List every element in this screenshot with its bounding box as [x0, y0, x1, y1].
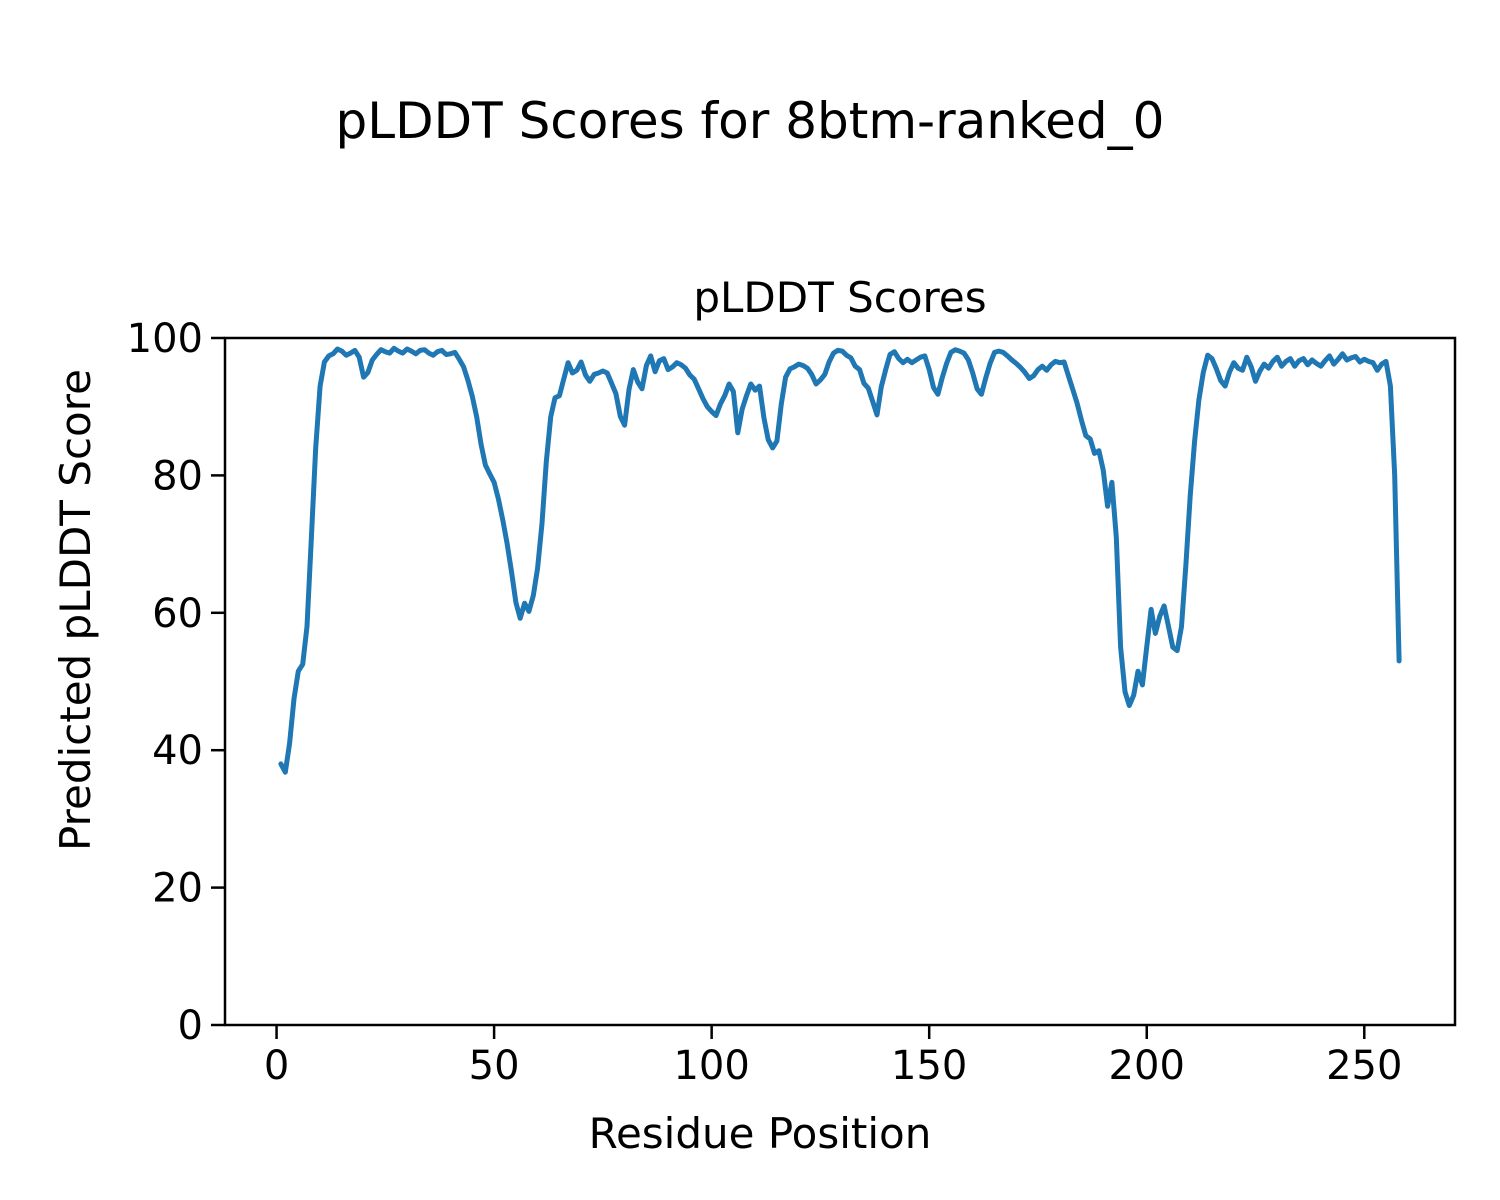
plot-frame — [223, 336, 1457, 1027]
figure-title: pLDDT Scores for 8btm-ranked_0 — [336, 92, 1165, 150]
y-tick-label: 80 — [152, 453, 203, 499]
y-tick-label: 40 — [152, 728, 203, 774]
x-axis-label: Residue Position — [589, 1109, 932, 1158]
x-tick-label: 150 — [891, 1043, 967, 1089]
x-axis-ticks: 0 50 100 150 200 250 — [264, 1025, 1402, 1089]
x-tick-label: 50 — [469, 1043, 520, 1089]
y-tick-label: 100 — [127, 316, 203, 362]
plddt-line-series — [278, 345, 1402, 775]
y-tick-label: 60 — [152, 591, 203, 637]
x-tick-label: 100 — [673, 1043, 749, 1089]
x-tick-label: 250 — [1326, 1043, 1402, 1089]
x-tick-label: 200 — [1109, 1043, 1185, 1089]
y-axis-ticks: 0 20 40 60 80 100 — [127, 316, 225, 1049]
y-tick-label: 20 — [152, 866, 203, 912]
y-tick-label: 0 — [178, 1003, 203, 1049]
axes-title: pLDDT Scores — [693, 273, 986, 322]
y-axis-label: Predicted pLDDT Score — [51, 369, 100, 851]
x-tick-label: 0 — [264, 1043, 289, 1089]
